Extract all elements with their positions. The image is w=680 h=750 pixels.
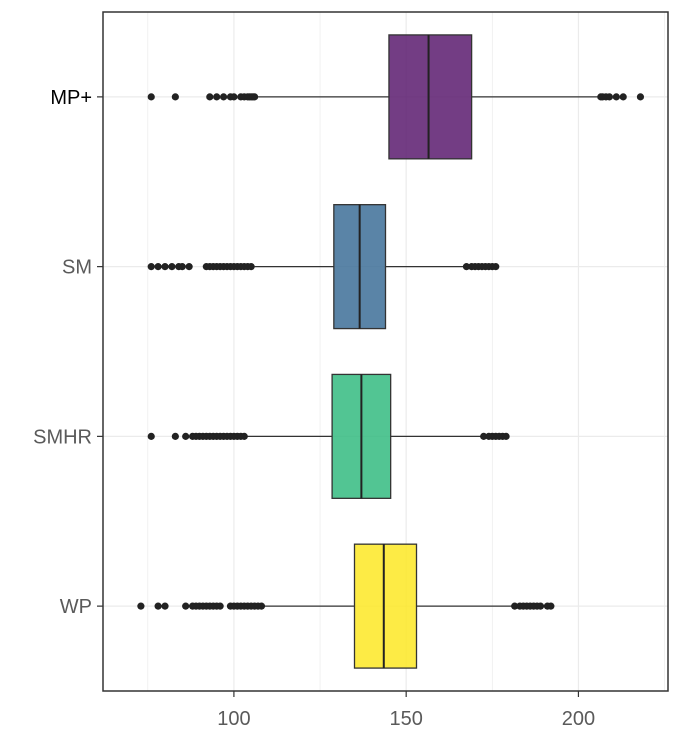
x-axis: 100 150 200 (217, 691, 595, 730)
outlier-point (247, 263, 255, 271)
outlier-point (511, 602, 519, 610)
outlier-point (612, 93, 620, 101)
outlier-point (230, 93, 238, 101)
outlier-point (480, 432, 488, 440)
y-category-label: WP (60, 596, 92, 618)
outlier-point (137, 602, 145, 610)
outlier-point (213, 93, 221, 101)
outlier-point (147, 432, 155, 440)
outlier-point (182, 432, 190, 440)
y-category-label: MP+ (50, 87, 92, 109)
plot-panel-border (102, 11, 669, 692)
y-category-label: SM (62, 257, 92, 279)
outlier-point (250, 93, 259, 101)
outlier-point (154, 263, 162, 271)
boxplot-series (137, 34, 645, 669)
outlier-point (619, 93, 627, 101)
outlier-point (636, 93, 645, 101)
outlier-point (216, 602, 224, 610)
outlier-point (219, 93, 228, 101)
box-mp (147, 34, 645, 160)
outlier-point (240, 432, 248, 440)
outlier-point (168, 263, 176, 271)
box-wp (137, 543, 555, 669)
y-category-label: SMHR (33, 426, 92, 448)
outlier-point (257, 602, 266, 610)
box-iqr (353, 543, 418, 669)
x-tick-label: 150 (389, 708, 422, 730)
x-tick-label: 200 (562, 708, 595, 730)
box-iqr (388, 34, 473, 160)
box-smhr (147, 373, 510, 499)
outlier-point (154, 602, 162, 610)
outlier-point (462, 263, 471, 271)
outlier-point (605, 93, 614, 101)
outlier-point (161, 263, 169, 271)
outlier-point (185, 263, 193, 271)
outlier-point (536, 602, 545, 610)
y-axis: MP+ SM SMHR WP (33, 87, 103, 618)
outlier-point (147, 263, 155, 271)
outlier-point (171, 432, 179, 440)
outlier-point (206, 93, 214, 101)
outlier-point (178, 263, 186, 271)
outlier-point (147, 93, 155, 101)
outlier-point (547, 602, 555, 610)
outlier-point (182, 602, 190, 610)
outlier-point (171, 93, 179, 101)
outlier-point (492, 263, 500, 271)
outlier-point (161, 602, 169, 610)
box-sm (147, 204, 500, 330)
outlier-point (502, 432, 510, 440)
x-tick-label: 100 (217, 708, 250, 730)
